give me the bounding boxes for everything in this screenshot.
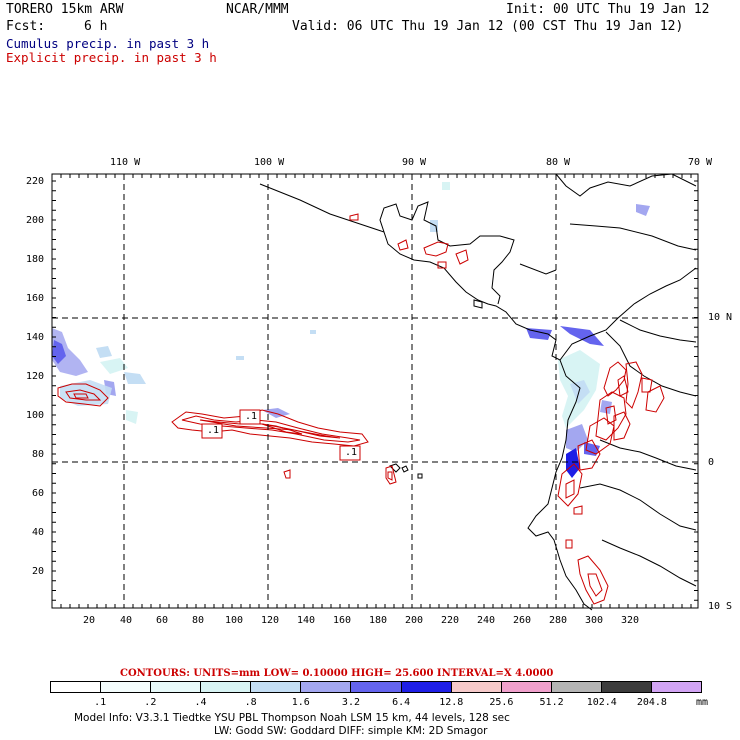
- lon-label: 90 W: [402, 157, 427, 168]
- lon-label: 80 W: [546, 157, 571, 168]
- colorbar-label: .2: [144, 697, 157, 708]
- colorbar-segment: [400, 682, 451, 692]
- organization: NCAR/MMM: [226, 2, 289, 17]
- lon-label: 70 W: [688, 157, 713, 168]
- x-tick-label: 180: [369, 615, 388, 626]
- colorbar-segment: [450, 682, 501, 692]
- model-info: Model Info: V3.3.1 Tiedtke YSU PBL Thomp…: [74, 712, 510, 724]
- colorbar-segment: [650, 682, 702, 692]
- lat-lon-grid: [52, 174, 698, 608]
- colorbar-segment: [250, 682, 301, 692]
- map-frame: [51, 173, 699, 609]
- x-tick-label: 220: [441, 615, 460, 626]
- forecast-label: Fcst:: [6, 19, 46, 34]
- contours-info: CONTOURS: UNITS=mm LOW= 0.10000 HIGH= 25…: [120, 668, 554, 679]
- colorbar-segment: [200, 682, 251, 692]
- y-tick-label: 20: [32, 566, 45, 577]
- colorbar-label: 204.8: [636, 697, 667, 708]
- x-tick-label: 320: [621, 615, 640, 626]
- colorbar-label: 25.6: [489, 697, 514, 708]
- y-tick-label: 80: [32, 449, 45, 460]
- lat-label: 10 N: [708, 312, 733, 323]
- x-tick-label: 120: [261, 615, 280, 626]
- init-time: Init: 00 UTC Thu 19 Jan 12: [506, 2, 710, 17]
- axis-ticks: [51, 174, 698, 608]
- cumulus-precip-areas: [52, 182, 650, 478]
- colorbar-segment: [350, 682, 401, 692]
- colorbar-label: 1.6: [291, 697, 310, 708]
- contour-label: .1: [245, 411, 258, 422]
- colorbar-segment: [600, 682, 651, 692]
- lon-label: 110 W: [110, 157, 141, 168]
- colorbar-label: 6.4: [392, 697, 411, 708]
- x-tick-label: 20: [83, 615, 96, 626]
- cumulus-legend: Cumulus precip. in past 3 h: [6, 36, 210, 51]
- contour-label: .1: [345, 447, 358, 458]
- x-tick-label: 80: [192, 615, 205, 626]
- y-tick-label: 40: [32, 527, 45, 538]
- lon-label: 100 W: [254, 157, 285, 168]
- y-tick-label: 100: [26, 410, 45, 421]
- colorbar-label: 12.8: [439, 697, 464, 708]
- colorbar-segment: [550, 682, 601, 692]
- colorbar-segment: [300, 682, 351, 692]
- coastlines: [259, 173, 697, 611]
- y-tick-label: 140: [26, 332, 45, 343]
- contour-labels: [201, 409, 361, 461]
- colorbar-segment: [500, 682, 551, 692]
- physics-info: LW: Godd SW: Goddard DIFF: simple KM: 2D…: [214, 725, 488, 737]
- x-tick-label: 40: [120, 615, 133, 626]
- colorbar-label: 102.4: [586, 697, 617, 708]
- x-tick-label: 100: [225, 615, 244, 626]
- x-tick-label: 60: [156, 615, 169, 626]
- colorbar-label: .4: [194, 697, 207, 708]
- colorbar-label: .1: [94, 697, 107, 708]
- lat-label: 0: [708, 457, 715, 468]
- explicit-precip-contours: [57, 213, 665, 605]
- x-tick-label: 300: [585, 615, 604, 626]
- forecast-hours: 6 h: [84, 19, 108, 34]
- colorbar-label: .8: [244, 697, 257, 708]
- colorbar-label: 3.2: [341, 697, 360, 708]
- colorbar-segment: [51, 682, 101, 692]
- explicit-legend: Explicit precip. in past 3 h: [6, 50, 217, 65]
- x-tick-label: 200: [405, 615, 424, 626]
- y-tick-label: 220: [26, 176, 45, 187]
- x-tick-label: 160: [333, 615, 352, 626]
- colorbar-segment: [100, 682, 151, 692]
- precip-colorbar: [50, 681, 702, 693]
- colorbar-segment: [150, 682, 201, 692]
- x-tick-label: 280: [549, 615, 568, 626]
- valid-time: Valid: 06 UTC Thu 19 Jan 12 (00 CST Thu …: [292, 19, 684, 34]
- lat-label: 10 S: [708, 601, 733, 612]
- colorbar-label: 51.2: [539, 697, 564, 708]
- y-tick-label: 60: [32, 488, 45, 499]
- y-tick-label: 200: [26, 215, 45, 226]
- model-title: TORERO 15km ARW: [6, 2, 124, 17]
- colorbar-unit: mm: [696, 697, 709, 708]
- x-tick-label: 240: [477, 615, 496, 626]
- y-tick-label: 120: [26, 371, 45, 382]
- x-tick-label: 140: [297, 615, 316, 626]
- contour-label: .1: [207, 425, 220, 436]
- x-tick-label: 260: [513, 615, 532, 626]
- y-tick-label: 180: [26, 254, 45, 265]
- y-tick-label: 160: [26, 293, 45, 304]
